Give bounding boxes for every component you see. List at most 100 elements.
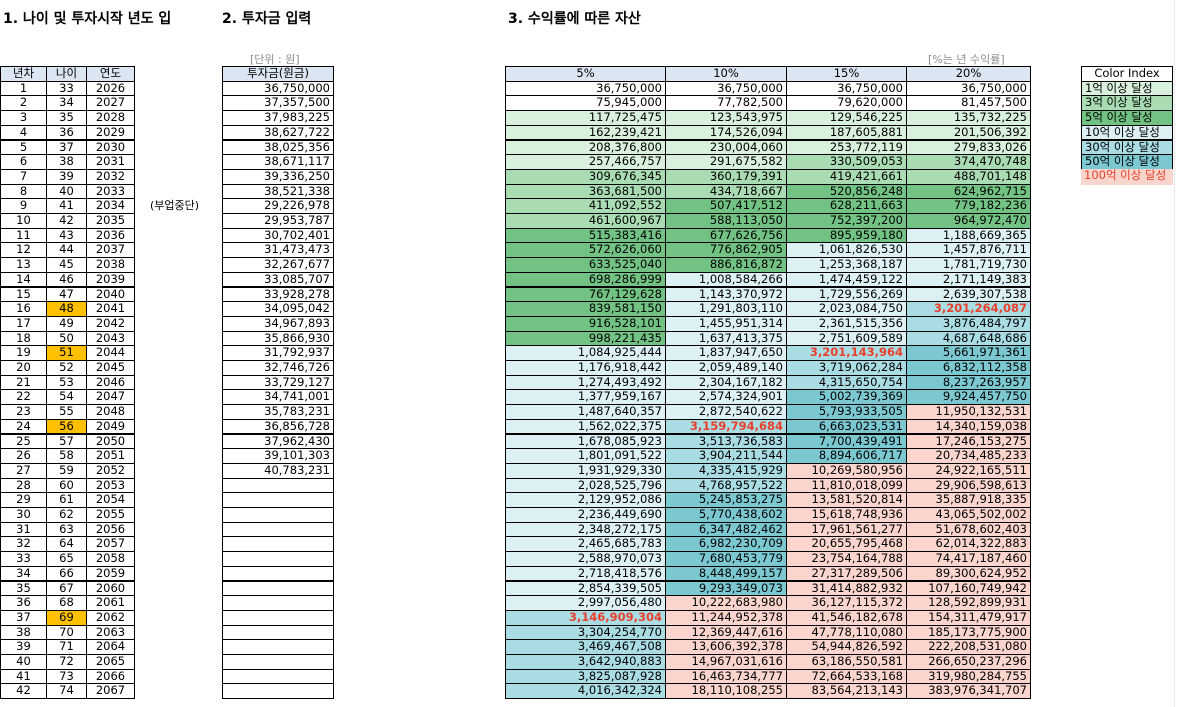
asset-cell: 27,317,289,506 xyxy=(786,565,907,582)
asset-cell: 253,772,119 xyxy=(786,139,907,156)
asset-cell: 330,509,053 xyxy=(786,154,907,170)
asset-cell: 11,244,952,378 xyxy=(665,609,787,626)
sheet-gridline xyxy=(1174,0,1175,707)
age-cell: 40 xyxy=(0,654,47,670)
age-cell: 34 xyxy=(46,95,87,112)
asset-cell: 11,950,132,531 xyxy=(906,404,1031,420)
asset-cell: 2,465,685,783 xyxy=(505,536,666,553)
column-header: 15% xyxy=(786,66,907,82)
age-cell: 57 xyxy=(46,433,87,450)
age-cell: 64 xyxy=(46,536,87,553)
age-cell: 2066 xyxy=(86,668,135,685)
age-cell: 60 xyxy=(46,477,87,494)
asset-cell: 5,661,971,361 xyxy=(906,345,1031,361)
asset-cell: 3,513,736,583 xyxy=(665,433,787,450)
asset-cell: 2,574,324,901 xyxy=(665,389,787,406)
investment-cell xyxy=(222,668,334,685)
asset-cell: 1,562,022,375 xyxy=(505,418,666,435)
asset-cell: 2,751,609,589 xyxy=(786,330,907,347)
asset-cell: 2,028,525,796 xyxy=(505,477,666,494)
age-cell: 33 xyxy=(0,551,47,567)
age-cell: 2048 xyxy=(86,404,135,420)
age-cell: 2026 xyxy=(86,80,135,97)
asset-cell: 4,768,957,522 xyxy=(665,477,787,494)
investment-cell: 32,746,726 xyxy=(222,360,334,376)
asset-cell: 154,311,479,917 xyxy=(906,609,1031,626)
asset-cell: 89,300,624,952 xyxy=(906,565,1031,582)
age-cell: 11 xyxy=(0,227,47,244)
age-cell: 41 xyxy=(46,198,87,214)
age-cell: 2056 xyxy=(86,521,135,538)
asset-cell: 7,700,439,491 xyxy=(786,433,907,450)
age-cell: 4 xyxy=(0,124,47,141)
age-cell: 2054 xyxy=(86,492,135,508)
age-cell: 23 xyxy=(0,404,47,420)
asset-cell: 895,959,180 xyxy=(786,227,907,244)
investment-cell: 39,101,303 xyxy=(222,448,334,464)
age-cell: 2042 xyxy=(86,315,135,332)
asset-cell: 1,931,929,330 xyxy=(505,462,666,479)
asset-cell: 3,201,264,087 xyxy=(906,301,1031,317)
asset-cell: 1,274,493,492 xyxy=(505,374,666,391)
age-cell: 2064 xyxy=(86,639,135,655)
age-cell: 2 xyxy=(0,95,47,112)
asset-cell: 515,383,416 xyxy=(505,227,666,244)
asset-cell: 2,361,515,356 xyxy=(786,315,907,332)
asset-cell: 2,639,307,538 xyxy=(906,286,1031,303)
investment-cell: 33,928,278 xyxy=(222,286,334,303)
age-cell: 2030 xyxy=(86,139,135,156)
age-cell: 55 xyxy=(46,404,87,420)
age-cell: 19 xyxy=(0,345,47,361)
asset-cell: 62,014,322,883 xyxy=(906,536,1031,553)
unit-note: [단위 : 원] xyxy=(250,53,300,66)
age-cell: 61 xyxy=(46,492,87,508)
column-header: 투자금(원금) xyxy=(222,66,334,82)
asset-cell: 8,894,606,717 xyxy=(786,448,907,464)
investment-cell: 36,856,728 xyxy=(222,418,334,435)
age-cell: 51 xyxy=(46,345,87,361)
asset-cell: 2,236,449,690 xyxy=(505,507,666,523)
asset-cell: 8,237,263,957 xyxy=(906,374,1031,391)
asset-cell: 23,754,164,788 xyxy=(786,551,907,567)
age-cell: 2027 xyxy=(86,95,135,112)
asset-cell: 2,171,149,383 xyxy=(906,271,1031,288)
investment-cell xyxy=(222,492,334,508)
asset-cell: 2,718,418,576 xyxy=(505,565,666,582)
asset-cell: 123,543,975 xyxy=(665,110,787,126)
age-cell: 36 xyxy=(46,124,87,141)
investment-cell xyxy=(222,609,334,626)
age-cell: 36 xyxy=(0,595,47,611)
legend-header: Color Index xyxy=(1081,66,1173,82)
asset-cell: 29,906,598,613 xyxy=(906,477,1031,494)
investment-cell: 36,750,000 xyxy=(222,80,334,97)
legend-item: 50억 이상 달성 xyxy=(1081,154,1173,170)
age-cell: 2043 xyxy=(86,330,135,347)
investment-cell xyxy=(222,639,334,655)
investment-cell: 31,473,473 xyxy=(222,242,334,259)
investment-cell xyxy=(222,551,334,567)
asset-cell: 24,922,165,511 xyxy=(906,462,1031,479)
age-cell: 28 xyxy=(0,477,47,494)
asset-cell: 128,592,899,931 xyxy=(906,595,1031,611)
column-header: 5% xyxy=(505,66,666,82)
age-cell: 45 xyxy=(46,257,87,273)
asset-cell: 839,581,150 xyxy=(505,301,666,317)
age-cell: 71 xyxy=(46,639,87,655)
asset-cell: 363,681,500 xyxy=(505,183,666,200)
column-header: 년차 xyxy=(0,66,47,82)
age-cell: 8 xyxy=(0,183,47,200)
age-cell: 41 xyxy=(0,668,47,685)
asset-cell: 6,832,112,358 xyxy=(906,360,1031,376)
asset-cell: 201,506,392 xyxy=(906,124,1031,141)
investment-cell: 38,627,722 xyxy=(222,124,334,141)
asset-cell: 2,872,540,622 xyxy=(665,404,787,420)
asset-cell: 779,182,236 xyxy=(906,198,1031,214)
asset-cell: 1,729,556,269 xyxy=(786,286,907,303)
age-cell: 35 xyxy=(0,580,47,597)
age-cell: 34 xyxy=(0,565,47,582)
asset-cell: 47,778,110,080 xyxy=(786,624,907,641)
asset-cell: 776,862,905 xyxy=(665,242,787,259)
asset-cell: 35,887,918,335 xyxy=(906,492,1031,508)
asset-cell: 309,676,345 xyxy=(505,168,666,185)
asset-cell: 72,664,533,168 xyxy=(786,668,907,685)
